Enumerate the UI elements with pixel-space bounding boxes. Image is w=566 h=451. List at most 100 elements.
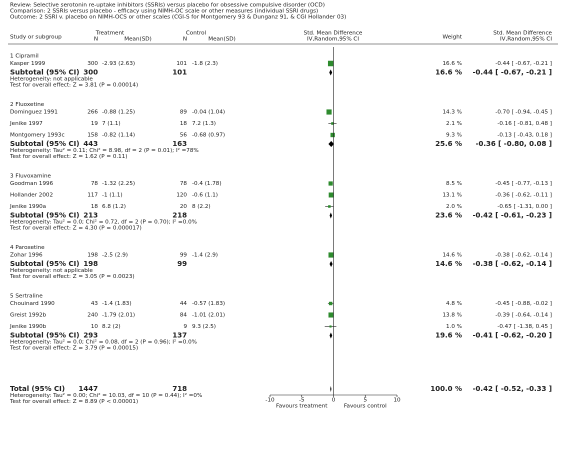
control-mean: -0.4 (1.78) bbox=[192, 181, 222, 187]
treatment-n: 300 bbox=[87, 61, 98, 67]
treatment-mean: -2.93 (2.63) bbox=[102, 61, 135, 67]
pooled-diamond bbox=[328, 141, 335, 147]
overall-test: Test for overall effect: Z = 4.30 (P = 0… bbox=[9, 226, 142, 232]
weight: 16.6 % bbox=[442, 61, 462, 67]
control-mean: -0.6 (1.1) bbox=[192, 193, 218, 199]
control-n: 84 bbox=[180, 313, 188, 319]
effect-square bbox=[328, 301, 333, 306]
treatment-n: 18 bbox=[91, 204, 99, 210]
study-name: Montgomery 1993c bbox=[10, 133, 65, 139]
x-label-right: Favours control bbox=[344, 404, 387, 410]
treatment-n: 1447 bbox=[79, 385, 99, 393]
col-control: Control bbox=[186, 31, 207, 37]
control-mean: -0.04 (1.04) bbox=[192, 110, 225, 116]
smd-ci: -0.44 [ -0.67, -0.21 ] bbox=[495, 61, 552, 67]
control-n: 89 bbox=[180, 110, 188, 116]
control-mean: -1.01 (2.01) bbox=[192, 313, 225, 319]
col-smd: Std. Mean Difference bbox=[493, 31, 552, 37]
treatment-n: 117 bbox=[87, 193, 98, 199]
header-line: Comparison: 2 SSRIs versus placebo - eff… bbox=[10, 9, 318, 15]
x-tick-label: -10 bbox=[265, 398, 275, 404]
smd-ci: -0.16 [ -0.81, 0.48 ] bbox=[497, 121, 552, 127]
overall-test: Test for overall effect: Z = 3.81 (P = 0… bbox=[9, 83, 138, 89]
smd-ci: -0.13 [ -0.43, 0.18 ] bbox=[497, 133, 552, 139]
control-n: 20 bbox=[180, 204, 188, 210]
weight: 19.6 % bbox=[435, 332, 462, 340]
control-n: 218 bbox=[172, 212, 187, 220]
effect-square bbox=[328, 181, 333, 186]
col-smd: Std. Mean Difference bbox=[304, 31, 363, 37]
control-n: 101 bbox=[176, 61, 187, 67]
overall-test: Test for overall effect: Z = 3.79 (P = 0… bbox=[9, 346, 138, 352]
treatment-n: 43 bbox=[91, 301, 99, 307]
pooled-diamond bbox=[329, 69, 333, 76]
heterogeneity: Heterogeneity: Tau² = 0.00; Chi² = 10.03… bbox=[10, 392, 202, 399]
smd-ci: -0.70 [ -0.94, -0.45 ] bbox=[495, 110, 552, 116]
control-n: 718 bbox=[172, 385, 187, 393]
col-method: IV,Random,95% CI bbox=[307, 37, 359, 43]
smd-ci: -0.42 [ -0.61, -0.23 ] bbox=[473, 212, 552, 220]
heterogeneity: Heterogeneity: Tau² = 0.0; Chi² = 0.08, … bbox=[10, 339, 197, 346]
study-name: Goodman 1996 bbox=[10, 181, 54, 187]
x-tick-label: 5 bbox=[363, 398, 367, 404]
treatment-n: 293 bbox=[83, 332, 98, 340]
overall-test: Test for overall effect: Z = 1.62 (P = 0… bbox=[9, 154, 127, 160]
heterogeneity: Heterogeneity: not applicable bbox=[10, 77, 93, 83]
study-name: Jenike 1990a bbox=[9, 204, 46, 210]
effect-square bbox=[326, 109, 332, 115]
group-name: 3 Fluvoxamine bbox=[10, 174, 52, 180]
effect-square bbox=[330, 132, 335, 138]
treatment-mean: -0.88 (1.25) bbox=[102, 110, 135, 116]
treatment-n: 198 bbox=[87, 253, 98, 259]
control-n: 101 bbox=[172, 69, 187, 77]
treatment-n: 78 bbox=[91, 181, 99, 187]
treatment-n: 213 bbox=[83, 212, 98, 220]
x-tick-label: 0 bbox=[332, 398, 336, 404]
heterogeneity: Heterogeneity: not applicable bbox=[10, 268, 93, 274]
smd-ci: -0.38 [ -0.62, -0.14 ] bbox=[495, 253, 552, 259]
treatment-mean: -1 (1.1) bbox=[102, 193, 123, 199]
study-name: Zohar 1996 bbox=[10, 253, 43, 259]
control-mean: 8 (2.2) bbox=[192, 204, 211, 210]
group-name: 4 Paroxetine bbox=[10, 245, 45, 251]
weight: 13.1 % bbox=[442, 193, 462, 199]
weight: 25.6 % bbox=[435, 140, 462, 148]
control-n: 99 bbox=[177, 260, 187, 268]
study-name: Greist 1992b bbox=[10, 313, 47, 319]
study-name: Kasper 1999 bbox=[10, 61, 46, 67]
control-n: 18 bbox=[180, 121, 188, 127]
weight: 100.0 % bbox=[430, 385, 462, 393]
smd-ci: -0.45 [ -0.88, -0.02 ] bbox=[495, 301, 552, 307]
control-n: 120 bbox=[176, 193, 187, 199]
control-mean: -1.8 (2.3) bbox=[192, 61, 218, 67]
smd-ci: -0.42 [ -0.52, -0.33 ] bbox=[473, 385, 552, 393]
treatment-n: 240 bbox=[87, 313, 98, 319]
weight: 14.3 % bbox=[442, 110, 462, 116]
weight: 4.8 % bbox=[446, 301, 462, 307]
control-mean: 7.2 (1.3) bbox=[192, 121, 216, 127]
effect-square bbox=[328, 312, 334, 318]
treatment-mean: -1.32 (2.25) bbox=[102, 181, 135, 187]
treatment-n: 443 bbox=[83, 140, 98, 148]
control-n: 163 bbox=[172, 140, 187, 148]
x-tick-label: 10 bbox=[393, 398, 401, 404]
weight: 14.6 % bbox=[435, 260, 462, 268]
smd-ci: -0.47 [ -1.38, 0.45 ] bbox=[497, 324, 552, 330]
heterogeneity: Heterogeneity: Tau² = 0.11; Chi² = 8.98,… bbox=[10, 147, 199, 154]
study-name: Chouinard 1990 bbox=[10, 301, 55, 307]
smd-ci: -0.65 [ -1.31, 0.00 ] bbox=[497, 204, 552, 210]
control-n: 9 bbox=[183, 324, 187, 330]
effect-square bbox=[329, 325, 332, 328]
treatment-mean: -1.4 (1.83) bbox=[102, 301, 132, 307]
col-study: Study or subgroup bbox=[10, 35, 62, 41]
pooled-name: Subtotal (95% CI) bbox=[10, 332, 79, 340]
pooled-name: Subtotal (95% CI) bbox=[10, 212, 79, 220]
weight: 2.0 % bbox=[446, 204, 462, 210]
pooled-name: Subtotal (95% CI) bbox=[10, 260, 79, 268]
smd-ci: -0.36 [ -0.62, -0.11 ] bbox=[495, 193, 552, 199]
effect-square bbox=[328, 205, 331, 208]
group-name: 2 Fluoxetine bbox=[10, 102, 45, 108]
weight: 13.8 % bbox=[442, 313, 462, 319]
col-mean: Mean(SD) bbox=[124, 37, 151, 43]
